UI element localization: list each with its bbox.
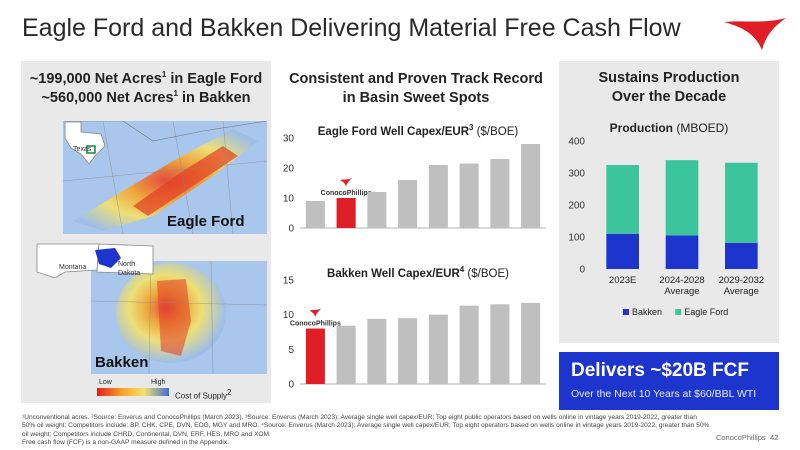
competitor-bar (367, 318, 387, 384)
conocophillips-logo-icon (724, 18, 786, 50)
track-record-heading-line2: in Basin Sweet Spots (342, 90, 490, 106)
fcf-main-text: Delivers ~$20B FCF (571, 360, 749, 381)
production-panel: Sustains Production Over the Decade Prod… (559, 61, 779, 343)
track-record-heading-line1: Consistent and Proven Track Record (289, 71, 543, 87)
highlight-label: ConocoPhillips (321, 190, 372, 197)
legend-entry: Bakken (632, 307, 662, 317)
page-number: 42 (770, 433, 779, 442)
eagle-ford-segment (725, 162, 758, 243)
competitor-bar (459, 305, 479, 384)
footnote-line: 50% oil weight; Competitors include: BP,… (22, 422, 710, 430)
north-dakota-label-line1: North (118, 261, 136, 268)
competitor-bar (336, 325, 356, 384)
production-heading-line2: Over the Decade (611, 89, 727, 105)
eagle-ford-map-label: Eagle Ford (167, 213, 245, 230)
eagle-ford-segment (665, 160, 699, 236)
bakken-segment (725, 242, 758, 269)
y-tick-label: 400 (568, 137, 585, 148)
y-tick-label: 100 (568, 233, 585, 244)
competitor-bar (428, 165, 448, 228)
footnotes: ¹Unconventional acres. ²Source: Enverus … (22, 414, 712, 447)
competitor-bar (398, 318, 418, 384)
x-tick-label: Average (664, 286, 699, 297)
y-tick-label: 300 (568, 169, 585, 180)
eagle-ford-acres-heading: ~199,000 Net Acres1 in Eagle Ford (29, 70, 263, 87)
legend-entry: Eagle Ford (684, 307, 728, 317)
texas-label: Texas (73, 146, 92, 153)
cost-of-supply-gradient (97, 388, 169, 396)
montana-north-dakota-outline-icon (36, 243, 154, 278)
montana-label: Montana (59, 264, 87, 271)
footer-brand: ConocoPhillips (716, 433, 766, 442)
y-tick-label: 0 (579, 265, 585, 276)
y-tick-label: 30 (283, 134, 295, 145)
eagle-ford-segment (606, 165, 639, 234)
competitor-bar (459, 163, 479, 228)
competitor-bar (398, 180, 418, 228)
eagle-ford-chart-title: Eagle Ford Well Capex/EUR3 ($/BOE) (317, 123, 519, 138)
slide-title: Eagle Ford and Bakken Delivering Materia… (22, 14, 681, 42)
north-dakota-label-line2: Dakota (118, 270, 141, 277)
competitor-bar (490, 159, 510, 228)
x-tick-label: 2029-2032 (719, 275, 764, 286)
acreage-panel: ~199,000 Net Acres1 in Eagle Ford ~560,0… (21, 61, 271, 403)
fcf-callout: Delivers ~$20B FCF Over the Next 10 Year… (559, 352, 779, 410)
bakken-chart-title: Bakken Well Capex/EUR4 ($/BOE) (327, 265, 509, 280)
bakken-acres-heading: ~560,000 Net Acres1 in Bakken (41, 89, 251, 106)
cost-of-supply-label: Cost of Supply2 (175, 388, 232, 401)
competitor-bar (305, 201, 325, 228)
conocophillips-mini-logo-icon (309, 308, 322, 318)
competitor-bar (521, 144, 541, 228)
footnote-line: Free cash flow (FCF) is a non-GAAP measu… (22, 438, 229, 446)
conocophillips-bar (305, 328, 325, 384)
bakken-capex-chart: 0 5 10 15 ConocoPhillips (283, 276, 546, 391)
y-tick-label: 15 (283, 276, 295, 287)
bakken-segment (665, 235, 699, 269)
y-tick-label: 20 (283, 164, 295, 175)
y-tick-label: 10 (283, 310, 295, 321)
eagle-ford-capex-chart: 0 10 20 30 ConocoPhillips (283, 134, 546, 235)
competitor-bar (367, 192, 387, 228)
legend-high-label: High (151, 379, 166, 386)
texas-outline-icon (64, 121, 106, 165)
conocophillips-bar (336, 198, 356, 228)
bakken-segment (606, 233, 639, 269)
y-tick-label: 0 (288, 380, 294, 391)
competitor-bar (428, 314, 448, 384)
highlight-label: ConocoPhillips (290, 321, 341, 328)
y-tick-label: 10 (283, 194, 295, 205)
legend-low-label: Low (99, 379, 112, 386)
bakken-map-label: Bakken (95, 354, 149, 371)
legend-swatch (623, 309, 629, 315)
legend-swatch (675, 309, 682, 315)
footnote-line: oil weight; Competitors include CHRD, Co… (22, 430, 271, 438)
y-tick-label: 200 (568, 201, 585, 212)
x-tick-label: 2023E (609, 275, 636, 286)
fcf-sub-text: Over the Next 10 Years at $60/BBL WTI (571, 388, 757, 400)
footnote-line: ¹Unconventional acres. ²Source: Enverus … (22, 414, 697, 421)
x-tick-label: Average (724, 286, 759, 297)
bakken-heatmap (91, 261, 267, 374)
production-heading-line1: Sustains Production (598, 70, 740, 86)
production-chart-title: Production (MBOED) (609, 121, 729, 135)
eagle-ford-heatmap (63, 121, 267, 234)
x-tick-label: 2024-2028 (659, 275, 704, 286)
competitor-bar (521, 302, 541, 384)
competitor-bar (490, 304, 510, 384)
conocophillips-mini-logo-icon (340, 178, 353, 187)
y-tick-label: 0 (288, 224, 294, 235)
y-tick-label: 5 (288, 345, 294, 356)
